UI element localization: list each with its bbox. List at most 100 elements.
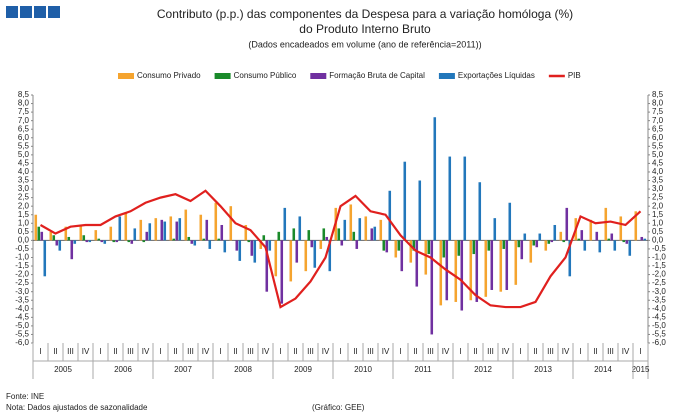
x-tick-label: III [307, 347, 314, 356]
legend-swatch [118, 73, 134, 79]
bar [169, 216, 173, 241]
y-tick-label: -1,0 [15, 253, 29, 262]
bar [172, 238, 176, 241]
y-tick-label: -2,5 [652, 278, 666, 287]
bar [307, 230, 311, 241]
y-tick-label: -5,5 [652, 330, 666, 339]
bar [352, 231, 356, 241]
y-tick-label: 4,0 [652, 167, 664, 176]
bar [598, 240, 602, 253]
bar [448, 156, 452, 241]
year-label: 2012 [474, 365, 492, 374]
bar [58, 240, 62, 251]
bar [187, 236, 191, 241]
bar [625, 240, 629, 244]
bar [145, 231, 149, 241]
bar [529, 240, 533, 263]
bar [124, 213, 128, 241]
bar [358, 218, 362, 241]
bar [490, 240, 494, 290]
y-tick-label: 7,0 [652, 116, 664, 125]
bar [499, 240, 503, 292]
bar [97, 238, 101, 241]
legend-label: Formação Bruta de Capital [329, 71, 425, 80]
bar [235, 240, 239, 251]
legend-label: Consumo Privado [137, 71, 201, 80]
legend-swatch [214, 73, 231, 79]
bar [505, 240, 509, 290]
bar [607, 238, 611, 241]
x-tick-label: II [113, 347, 117, 356]
y-tick-label: -3,5 [652, 295, 666, 304]
x-tick-label: III [67, 347, 74, 356]
x-tick-label: III [187, 347, 194, 356]
bar [253, 240, 257, 263]
bar [439, 240, 443, 306]
bar [139, 219, 143, 241]
bar [163, 221, 167, 241]
y-tick-label: 8,5 [652, 90, 664, 99]
y-tick-label: 1,5 [652, 210, 664, 219]
y-tick-label: 5,0 [652, 150, 664, 159]
bar [589, 219, 593, 241]
bar [238, 240, 242, 261]
bar [382, 240, 386, 251]
x-tick-label: I [219, 347, 221, 356]
bar [73, 240, 77, 244]
y-tick-label: 7,5 [652, 107, 664, 116]
year-label: 2013 [534, 365, 552, 374]
bar [577, 238, 581, 241]
bar [553, 224, 557, 241]
bar [67, 236, 71, 241]
bar [337, 228, 341, 241]
x-tick-label: IV [142, 347, 150, 356]
x-tick-label: I [279, 347, 281, 356]
bar [460, 240, 464, 311]
bar [595, 231, 599, 241]
bar [325, 236, 329, 241]
bar [559, 231, 563, 241]
bar [520, 240, 524, 260]
year-label: 2015 [632, 365, 650, 374]
bar [259, 240, 263, 249]
y-tick-label: 7,5 [18, 107, 30, 116]
bar [424, 240, 428, 275]
bar [412, 240, 416, 251]
bar [580, 230, 584, 241]
bar [370, 228, 374, 241]
bar [532, 240, 536, 246]
bar [319, 240, 323, 249]
credit: (Gráfico: GEE) [312, 403, 365, 412]
bar [133, 228, 137, 241]
bar [418, 180, 422, 241]
x-tick-label: III [127, 347, 134, 356]
x-tick-label: IV [502, 347, 510, 356]
y-tick-label: 1,0 [18, 218, 30, 227]
bar [628, 240, 632, 256]
bar [184, 209, 188, 241]
x-tick-label: I [639, 347, 641, 356]
bar [94, 230, 98, 241]
x-tick-label: II [593, 347, 597, 356]
x-tick-label: II [473, 347, 477, 356]
bar [313, 240, 317, 268]
x-tick-label: II [53, 347, 57, 356]
bar [295, 240, 299, 263]
bar [430, 240, 434, 335]
bar [568, 240, 572, 277]
y-tick-label: 6,0 [18, 133, 30, 142]
y-tick-label: -1,5 [15, 261, 29, 270]
x-tick-label: II [413, 347, 417, 356]
bar [34, 214, 38, 241]
x-tick-label: IV [262, 347, 270, 356]
y-tick-label: 3,0 [652, 184, 664, 193]
bar [397, 240, 401, 251]
y-tick-label: 5,5 [652, 141, 664, 150]
logo-square [34, 6, 46, 18]
y-tick-label: 4,0 [18, 167, 30, 176]
y-tick-label: 4,5 [652, 159, 664, 168]
year-label: 2014 [594, 365, 612, 374]
bar [154, 218, 158, 241]
bar [202, 238, 206, 241]
bar [223, 240, 227, 253]
